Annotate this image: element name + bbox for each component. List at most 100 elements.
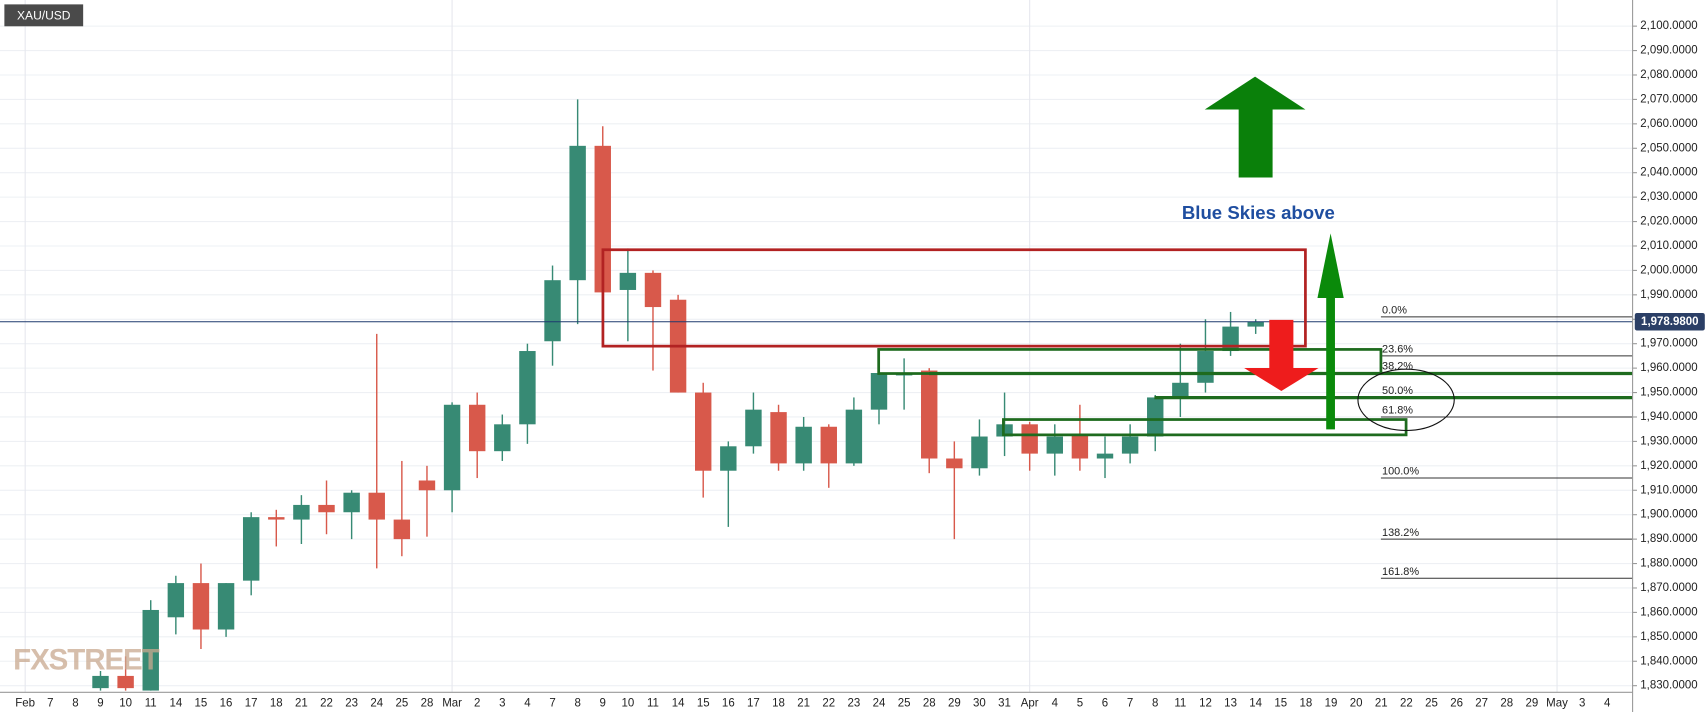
candle-body xyxy=(1121,436,1139,454)
candle-body xyxy=(870,373,888,410)
x-tick-label: 10 xyxy=(621,697,634,709)
x-tick-label: 24 xyxy=(370,697,383,709)
x-tick-label: 3 xyxy=(499,697,505,709)
x-tick-label: 21 xyxy=(797,697,810,709)
x-tick-label: 9 xyxy=(600,697,606,709)
y-tick-label: 2,010.0000 xyxy=(1640,240,1697,252)
x-tick-label: 19 xyxy=(1325,697,1338,709)
candle-body xyxy=(343,492,360,513)
candle-body xyxy=(268,517,285,520)
x-tick-label: 7 xyxy=(47,697,53,709)
big-up-arrow xyxy=(1204,76,1306,178)
y-tick-label: 2,030.0000 xyxy=(1640,191,1697,203)
x-tick-label: 24 xyxy=(873,697,886,709)
y-tick-label: 2,070.0000 xyxy=(1640,93,1697,105)
y-tick-label: 1,960.0000 xyxy=(1640,362,1697,374)
y-tick-label: 1,840.0000 xyxy=(1640,655,1697,667)
x-tick-label: 14 xyxy=(1249,697,1262,709)
x-tick-label: 14 xyxy=(672,697,685,709)
candle-body xyxy=(468,404,486,452)
x-tick-label: 15 xyxy=(195,697,208,709)
candle-body xyxy=(92,675,109,689)
x-tick-label: 31 xyxy=(998,697,1011,709)
x-tick-label: 8 xyxy=(1152,697,1158,709)
x-tick-label: 25 xyxy=(395,697,408,709)
y-tick-label: 1,910.0000 xyxy=(1640,484,1697,496)
y-tick-label: 1,870.0000 xyxy=(1640,582,1697,594)
x-tick-label: 13 xyxy=(1224,697,1237,709)
support-box xyxy=(1002,418,1408,437)
candle-body xyxy=(1197,351,1214,383)
x-tick-label: 12 xyxy=(1199,697,1212,709)
candle-body xyxy=(695,392,712,471)
x-tick-label: 18 xyxy=(1300,697,1313,709)
candle-body xyxy=(1096,453,1114,459)
candle-body xyxy=(795,426,812,464)
last-price-tag xyxy=(1634,312,1705,331)
candle-body xyxy=(519,351,536,425)
candle-body xyxy=(619,272,637,290)
x-tick-label: 18 xyxy=(270,697,283,709)
x-tick-label: 11 xyxy=(145,697,157,709)
x-tick-label: 8 xyxy=(574,697,580,709)
x-tick-label: 22 xyxy=(1400,697,1413,709)
candle-body xyxy=(971,436,988,469)
x-tick-label: 3 xyxy=(1579,697,1585,709)
y-tick-label: 2,100.0000 xyxy=(1640,20,1697,32)
y-tick-label: 1,890.0000 xyxy=(1640,533,1697,545)
x-tick-label: 10 xyxy=(119,697,132,709)
x-tick-label: May xyxy=(1546,697,1568,709)
y-tick-label: 1,830.0000 xyxy=(1640,680,1697,692)
fib-label: 50.0% xyxy=(1382,385,1413,397)
candle-body xyxy=(544,280,561,342)
x-tick-label: 6 xyxy=(1102,697,1108,709)
fib-label: 100.0% xyxy=(1382,466,1419,478)
candle-body xyxy=(594,145,611,293)
candle-body xyxy=(845,409,863,464)
x-tick-label: 9 xyxy=(97,697,103,709)
y-tick-label: 2,080.0000 xyxy=(1640,69,1697,81)
candle-body xyxy=(1021,424,1038,454)
last-price-label: 1,978.9800 xyxy=(1641,316,1698,328)
y-tick-label: 2,050.0000 xyxy=(1640,142,1697,154)
x-tick-label: 30 xyxy=(973,697,986,709)
x-tick-label: 26 xyxy=(1450,697,1463,709)
y-tick-label: 2,020.0000 xyxy=(1640,216,1697,228)
x-tick-label: 23 xyxy=(847,697,860,709)
candle-body xyxy=(192,583,210,630)
fib-label: 0.0% xyxy=(1382,305,1407,317)
x-tick-label: 25 xyxy=(1425,697,1438,709)
x-tick-label: 29 xyxy=(948,697,961,709)
watermark: FXSTREET xyxy=(13,643,160,676)
candle-body xyxy=(1247,321,1264,327)
x-tick-label: 18 xyxy=(772,697,785,709)
x-tick-label: Mar xyxy=(442,697,462,709)
candle-body xyxy=(167,583,185,618)
x-tick-label: 23 xyxy=(345,697,358,709)
candle-body xyxy=(217,583,235,630)
x-tick-label: 15 xyxy=(1274,697,1287,709)
x-tick-label: 4 xyxy=(524,697,531,709)
y-tick-label: 1,860.0000 xyxy=(1640,606,1697,618)
fib-label: 61.8% xyxy=(1382,405,1413,417)
x-tick-label: 21 xyxy=(295,697,308,709)
x-tick-label: 11 xyxy=(647,697,659,709)
candle-body xyxy=(318,504,335,513)
x-tick-label: 8 xyxy=(72,697,78,709)
x-tick-label: 20 xyxy=(1350,697,1363,709)
y-tick-label: 2,040.0000 xyxy=(1640,167,1697,179)
candle-body xyxy=(720,446,737,471)
fib-label: 138.2% xyxy=(1382,527,1419,539)
x-tick-label: 14 xyxy=(169,697,182,709)
candle-body xyxy=(921,370,938,459)
y-tick-label: 1,930.0000 xyxy=(1640,435,1697,447)
y-tick-label: 1,990.0000 xyxy=(1640,289,1697,301)
candle-body xyxy=(393,519,411,540)
candle-body xyxy=(1147,397,1164,437)
candle-body xyxy=(293,504,310,520)
fib-ellipse xyxy=(1357,368,1455,432)
y-tick-label: 2,060.0000 xyxy=(1640,118,1697,130)
y-tick-label: 1,900.0000 xyxy=(1640,509,1697,521)
candle-body xyxy=(1046,436,1063,454)
